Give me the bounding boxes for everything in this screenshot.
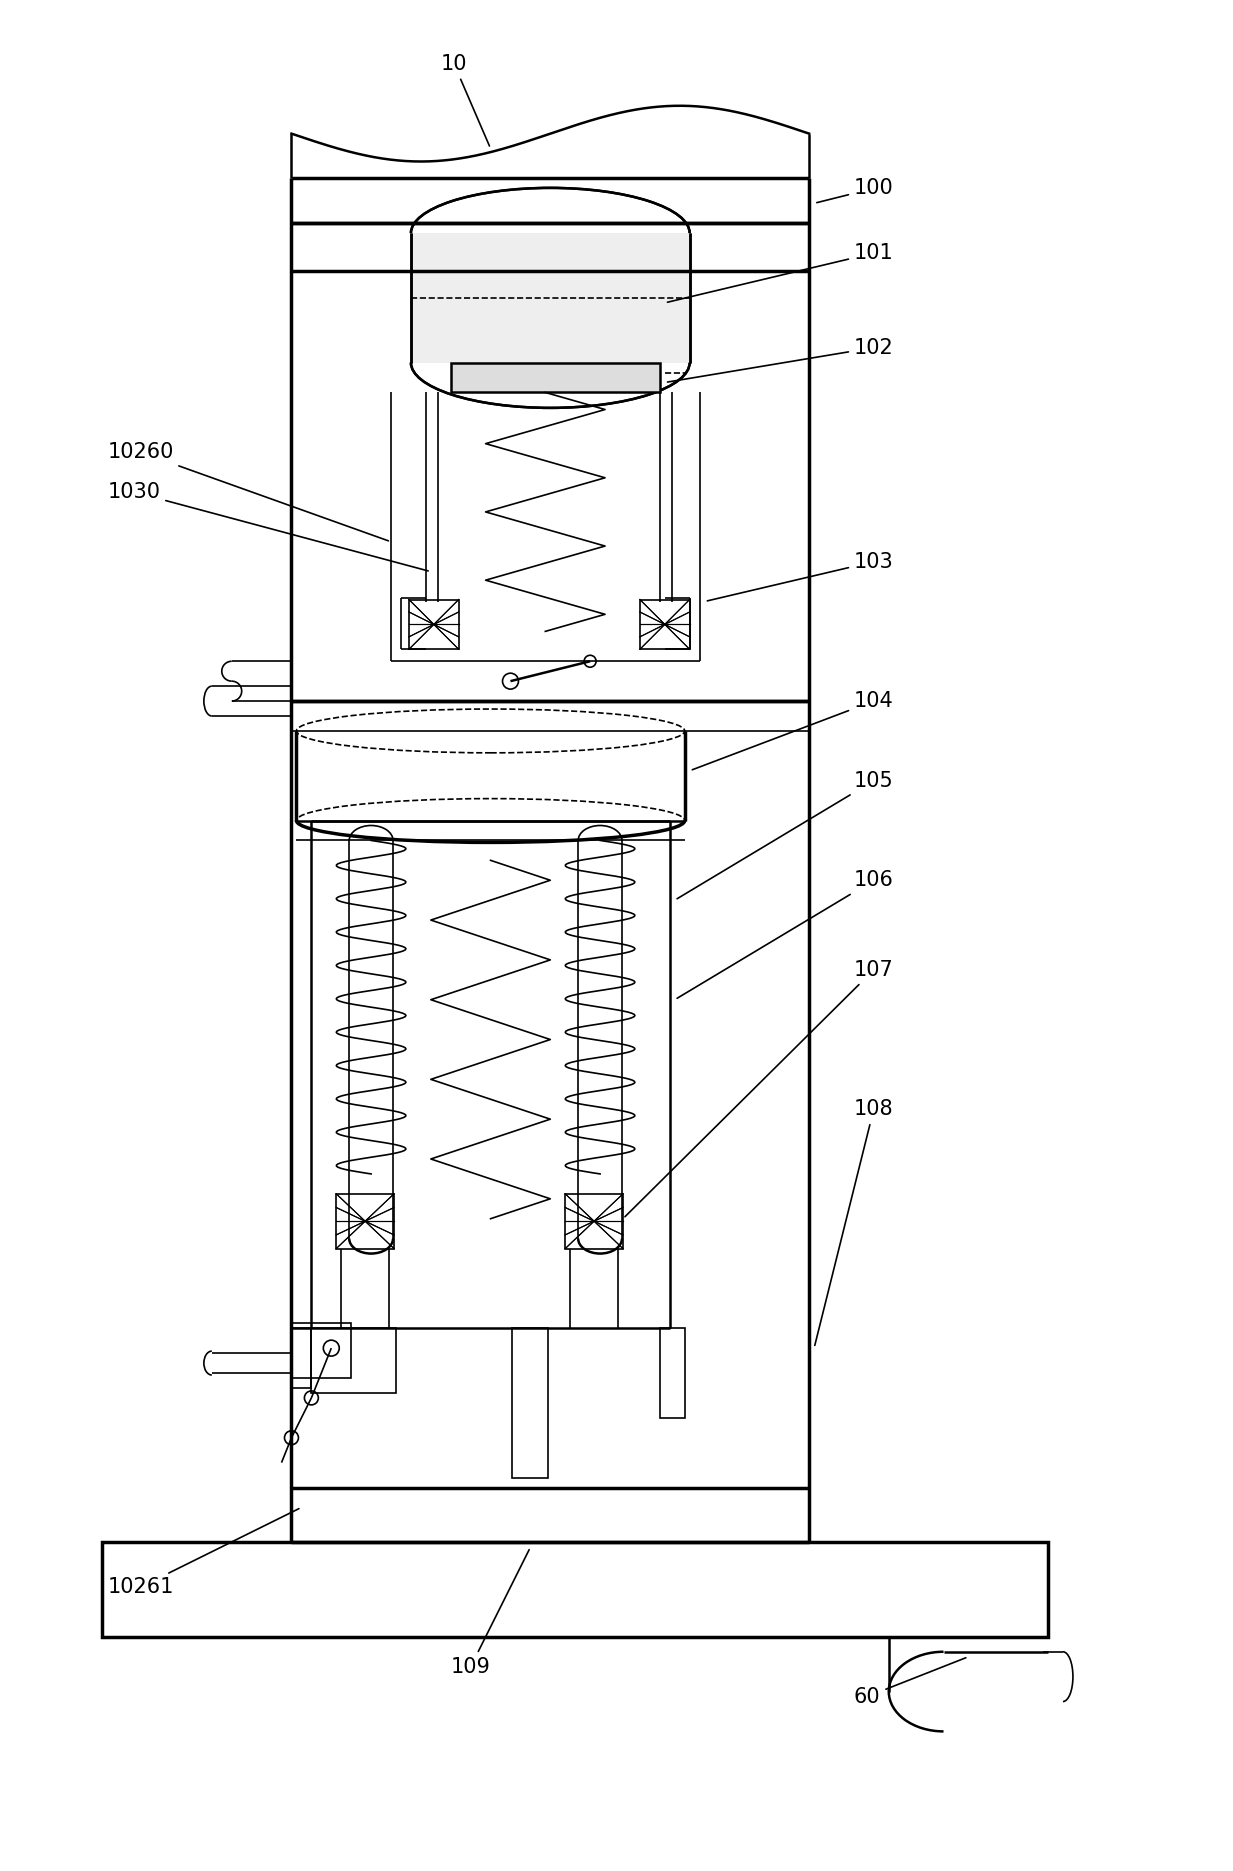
Text: 105: 105 xyxy=(677,771,894,898)
Bar xyxy=(411,234,689,363)
Text: 100: 100 xyxy=(816,178,894,202)
Bar xyxy=(513,1328,549,1478)
Text: 108: 108 xyxy=(815,1100,894,1345)
Bar xyxy=(312,1328,396,1392)
Bar xyxy=(640,599,689,649)
Bar xyxy=(291,1323,351,1379)
Bar xyxy=(451,363,660,393)
Bar xyxy=(409,599,459,649)
Bar xyxy=(565,1194,623,1248)
Text: 107: 107 xyxy=(625,960,894,1216)
Text: 106: 106 xyxy=(677,870,894,999)
Text: 103: 103 xyxy=(708,552,894,601)
Text: 10: 10 xyxy=(440,54,490,146)
Text: 109: 109 xyxy=(451,1549,529,1676)
Text: 104: 104 xyxy=(692,690,894,769)
Text: 10261: 10261 xyxy=(107,1508,298,1598)
Bar xyxy=(291,1328,312,1388)
Bar xyxy=(102,1542,1048,1637)
Bar xyxy=(337,1194,395,1248)
Text: 101: 101 xyxy=(667,243,894,303)
Text: 1030: 1030 xyxy=(107,483,428,571)
Text: 10260: 10260 xyxy=(107,442,388,541)
Bar xyxy=(660,1328,684,1418)
Text: 60: 60 xyxy=(854,1658,965,1706)
Text: 102: 102 xyxy=(667,337,894,382)
